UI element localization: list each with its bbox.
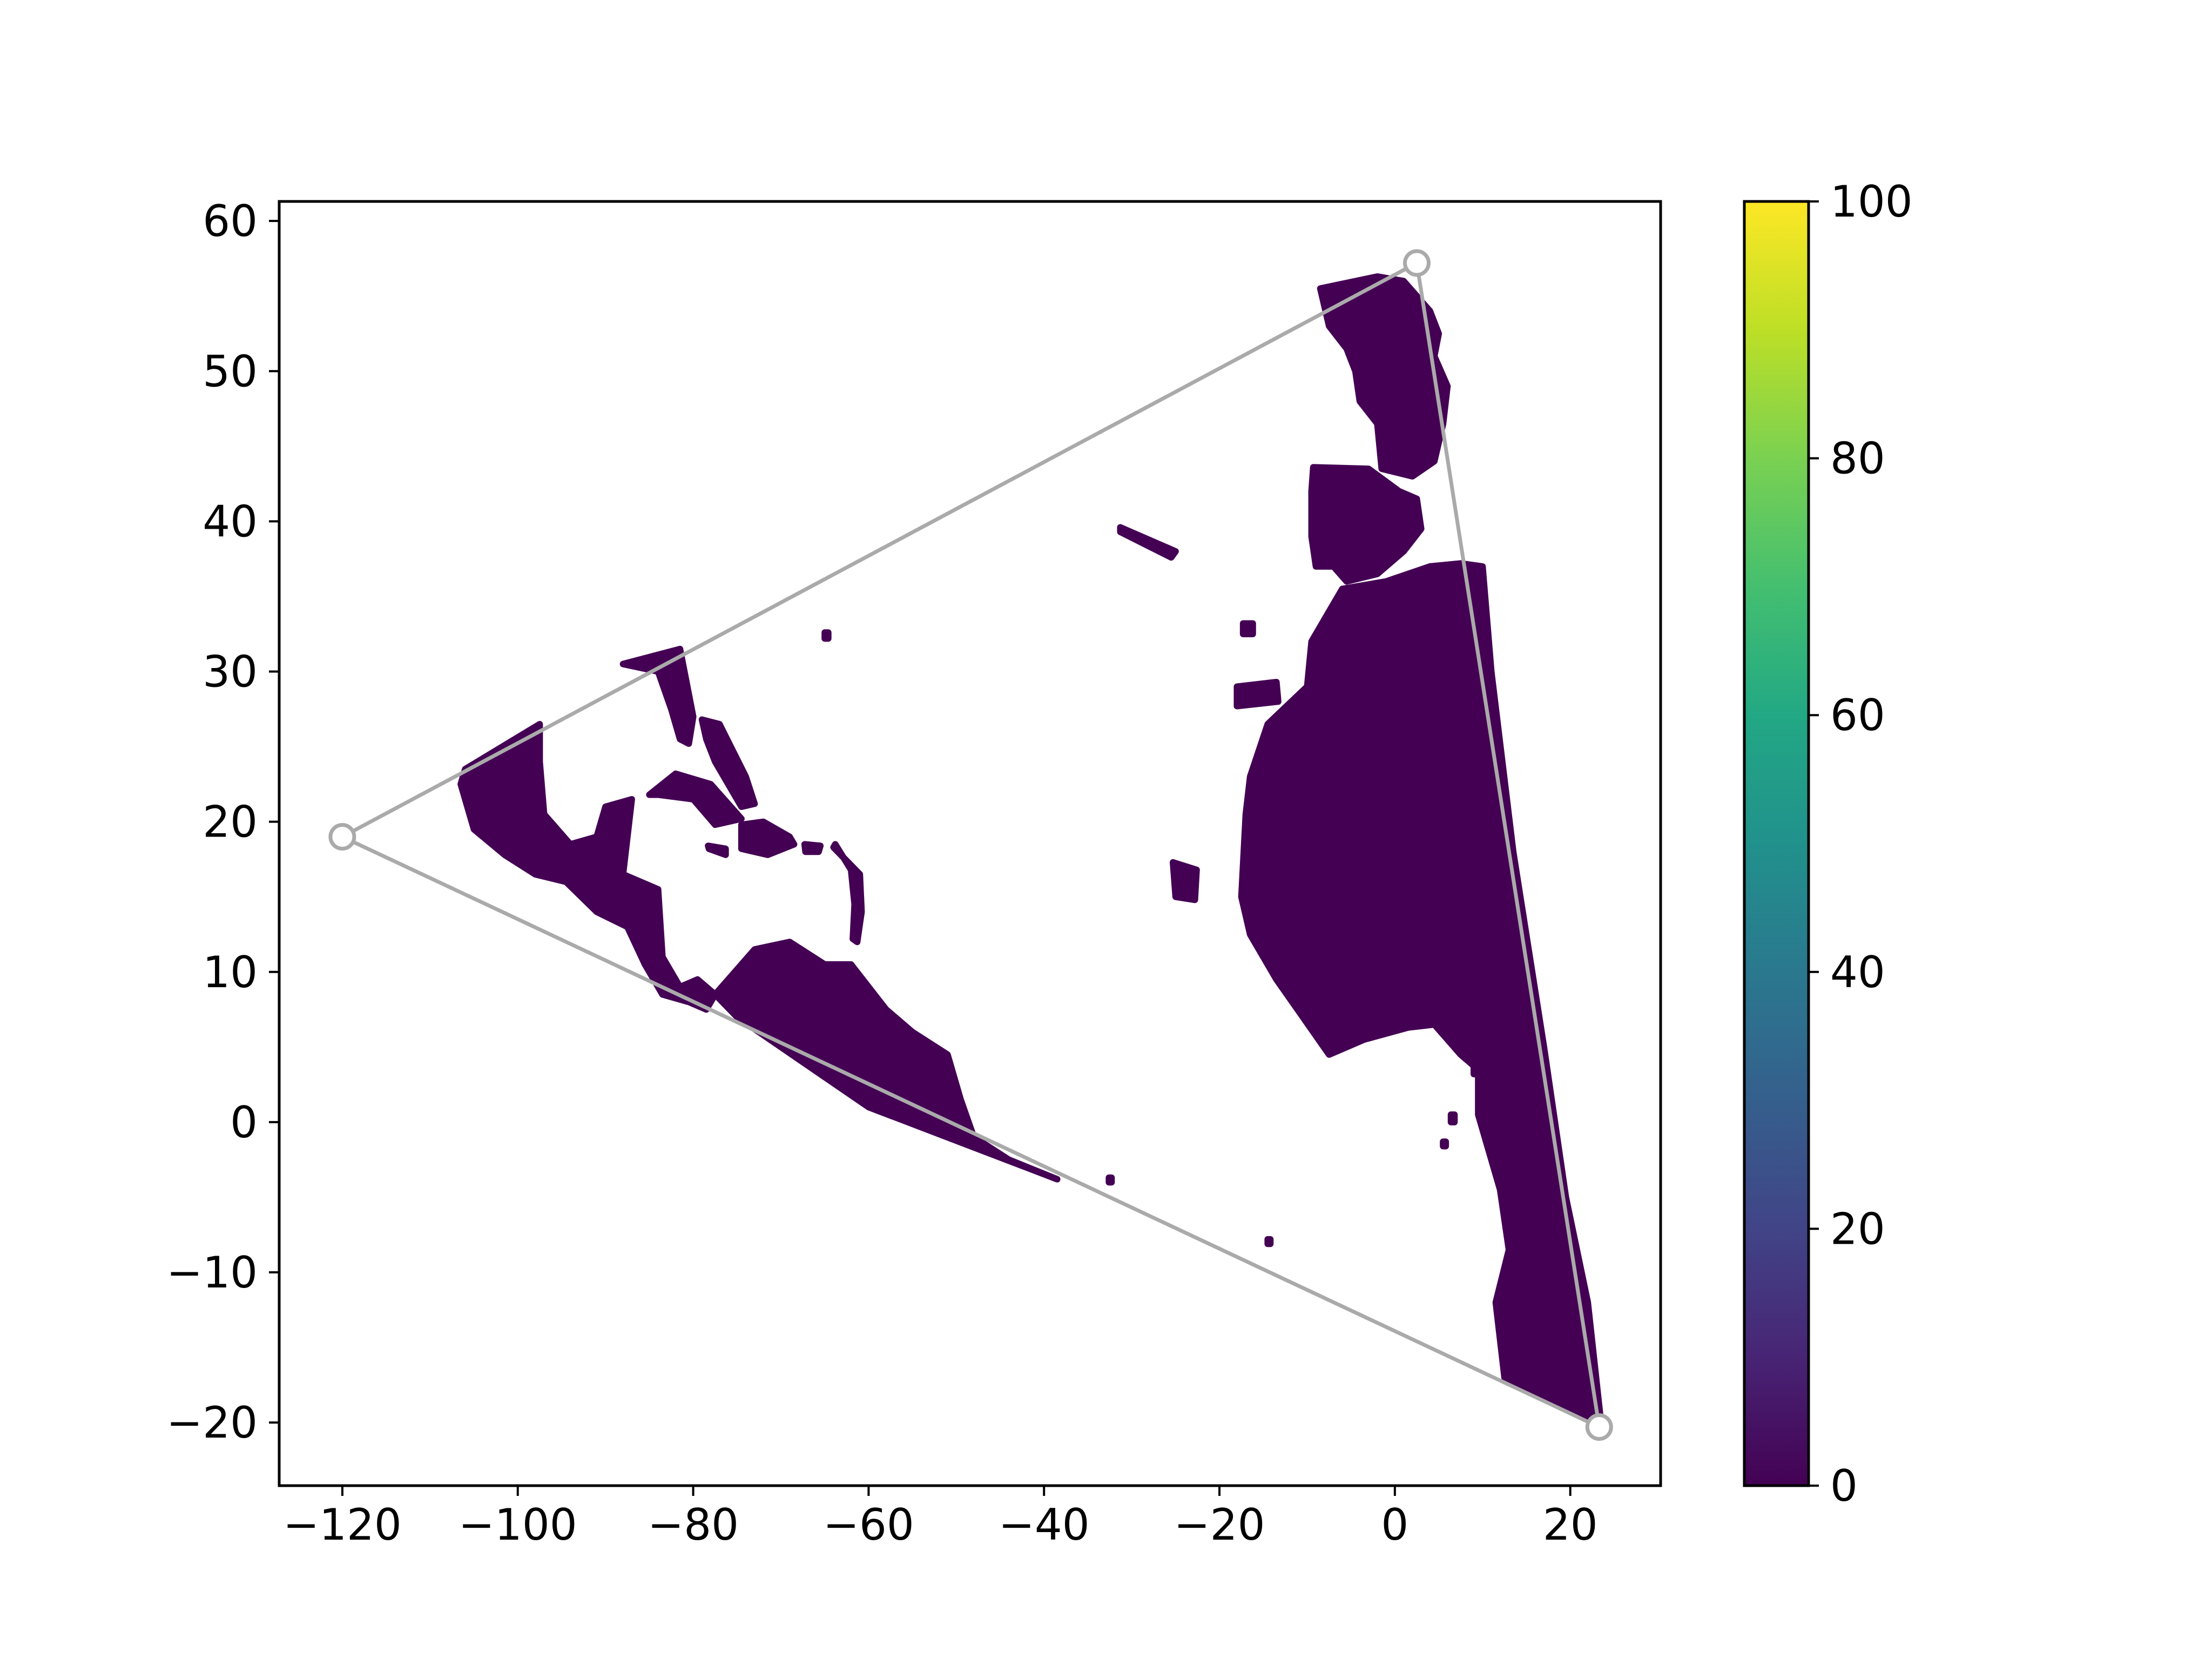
- colorbar-tick-label: 20: [1830, 1204, 1885, 1254]
- land-region-canary-islands: [1233, 679, 1282, 710]
- y-tick-label: 20: [203, 797, 258, 847]
- y-tick-label: 0: [230, 1097, 258, 1148]
- land-region-madeira: [1239, 620, 1256, 637]
- land-region-sao-tome: [1447, 1111, 1458, 1125]
- land-region-puerto-rico: [801, 841, 824, 855]
- colorbar-frame: [1743, 200, 1810, 1487]
- triangle-vertex-2: [1403, 249, 1431, 277]
- colorbar-tick-label: 0: [1830, 1461, 1858, 1511]
- y-tick-label: 30: [203, 647, 258, 697]
- land-region-cape-verde: [1170, 859, 1200, 903]
- land-region-bermuda: [821, 629, 832, 642]
- x-tick-label: −60: [823, 1500, 914, 1550]
- x-tick-label: 20: [1543, 1500, 1598, 1550]
- y-axis: −20 −10 0 10 20 30 40 50 60: [166, 196, 279, 1448]
- y-tick-label: 40: [203, 496, 258, 547]
- colorbar-tick-label: 80: [1830, 434, 1885, 484]
- triangle-vertex-3: [1585, 1413, 1613, 1441]
- x-tick-label: −80: [648, 1500, 739, 1550]
- plot-area: −120 −100 −80 −60 −40 −20 0 20 −20−100102030405…: [166, 196, 1662, 1550]
- triangle-vertex-1: [328, 823, 356, 851]
- x-tick-label: −120: [283, 1500, 402, 1550]
- x-tick-label: −20: [1174, 1500, 1265, 1550]
- y-tick-label: −20: [166, 1398, 258, 1448]
- land-region-ascension: [1264, 1236, 1274, 1247]
- colorbar-tick-label: 40: [1830, 947, 1885, 997]
- colorbar-ticks: 0 20 40 60 80 100: [1809, 177, 1913, 1511]
- triangle-overlay: [328, 249, 1613, 1441]
- plot-frame: [278, 200, 1662, 1487]
- land-region-lesser-antilles: [830, 841, 865, 946]
- triangle-edges: [341, 261, 1601, 1429]
- land-points-layer: [457, 273, 1604, 1426]
- land-region-azores: [1117, 524, 1179, 561]
- colorbar-tick-label: 100: [1830, 177, 1913, 227]
- y-tick-label: 60: [203, 196, 258, 246]
- land-region-annobon: [1440, 1138, 1449, 1150]
- colorbar-tick-label: 60: [1830, 690, 1885, 740]
- land-region-bioko: [1471, 1060, 1481, 1077]
- x-tick-label: −40: [999, 1500, 1090, 1550]
- colorbar: 0 20 40 60 80 100: [1743, 177, 1913, 1511]
- x-axis: −120 −100 −80 −60 −40 −20 0 20: [283, 1486, 1598, 1550]
- land-region-cuba: [646, 770, 745, 828]
- y-tick-label: −10: [166, 1247, 258, 1298]
- land-region-south-america: [712, 939, 1061, 1183]
- land-region-fernando-de-noronha: [1105, 1174, 1115, 1186]
- land-region-bahamas: [698, 716, 758, 810]
- x-tick-label: −100: [458, 1500, 577, 1550]
- land-region-jamaica: [705, 842, 729, 858]
- land-region-iberia: [1308, 464, 1425, 585]
- x-tick-label: 0: [1381, 1500, 1408, 1550]
- land-region-hispaniola: [738, 818, 798, 858]
- y-tick-label: 50: [203, 346, 258, 396]
- land-region-florida: [619, 645, 697, 747]
- colorbar-gradient: [1744, 201, 1809, 1486]
- y-tick-label: 10: [203, 947, 258, 997]
- land-region-africa: [1238, 560, 1604, 1426]
- land-region-north-america: [457, 720, 719, 1013]
